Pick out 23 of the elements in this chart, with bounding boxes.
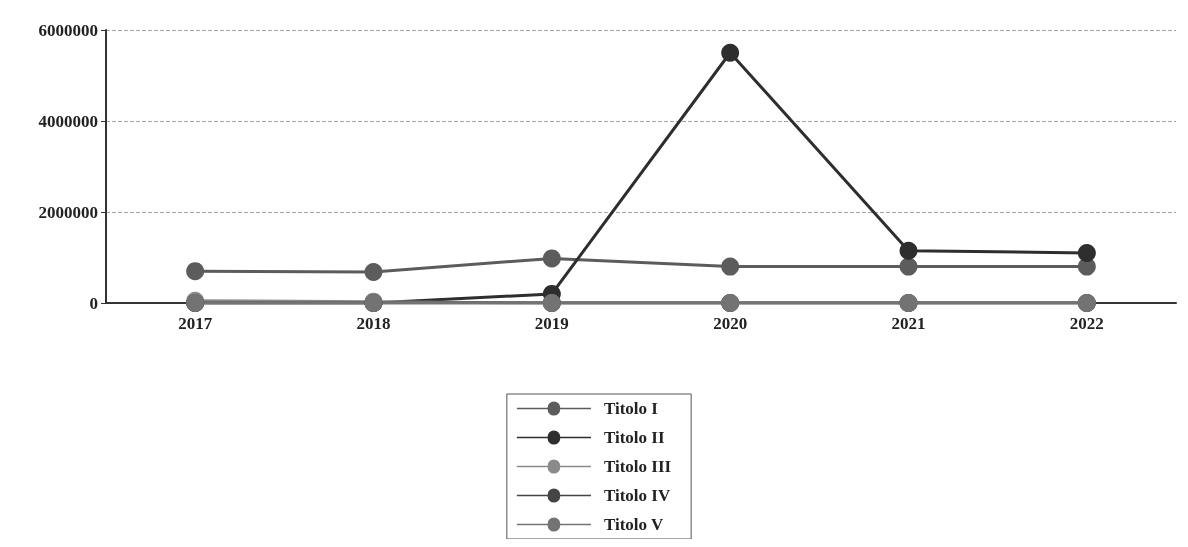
point: [899, 241, 918, 260]
point: [186, 262, 205, 281]
point: [721, 257, 740, 276]
legend-label: Titolo IV: [603, 486, 671, 505]
legend-label: Titolo II: [603, 428, 665, 447]
legend-label: Titolo V: [603, 515, 664, 534]
y-tick-label: 4000000: [38, 111, 98, 131]
y-tick-label: 2000000: [38, 202, 98, 222]
point: [364, 263, 383, 282]
x-tick-label: 2022: [1069, 314, 1104, 333]
point: [899, 257, 918, 276]
x-tick-label: 2020: [713, 314, 748, 333]
x-tick-label: 2017: [178, 314, 213, 333]
x-tick-label: 2021: [891, 314, 926, 333]
y-tick-label: 0: [89, 293, 98, 313]
x-tick-label: 2019: [534, 314, 569, 333]
point: [721, 43, 740, 62]
y-tick-label: 6000000: [38, 20, 98, 40]
point: [1077, 243, 1096, 262]
legend-label: Titolo I: [603, 399, 659, 418]
legend-label: Titolo III: [603, 457, 672, 476]
x-tick-label: 2018: [356, 314, 391, 333]
point: [542, 249, 561, 268]
